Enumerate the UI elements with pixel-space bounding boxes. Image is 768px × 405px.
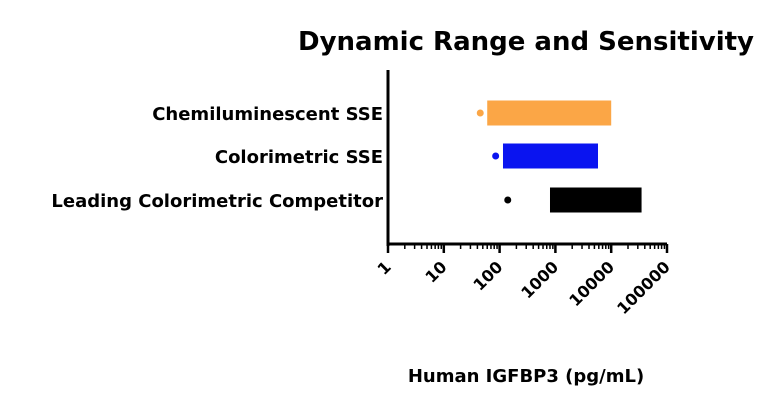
range-bar [549,187,642,213]
range-bar [502,143,598,169]
chart-title: Dynamic Range and Sensitivity [298,27,754,57]
sensitivity-point [504,196,512,204]
sensitivity-point [476,109,484,117]
category-labels: Chemiluminescent SSE Colorimetric SSE Le… [51,104,383,212]
x-tick-label: 100 [469,257,506,294]
category-label-colorimetric: Colorimetric SSE [215,147,383,168]
category-label-chemiluminescent: Chemiluminescent SSE [152,104,383,125]
sensitivity-point [492,152,500,160]
x-tick-label: 10 [421,257,450,286]
x-tick-label: 100000 [613,257,674,318]
x-tick-label: 1000 [517,257,562,302]
range-bars [487,100,642,213]
category-label-competitor: Leading Colorimetric Competitor [51,191,383,212]
x-axis-label: Human IGFBP3 (pg/mL) [408,366,644,387]
range-bar [487,100,612,126]
x-minor-ticks [404,244,666,249]
sensitivity-points [476,109,512,204]
x-major-ticks [386,244,669,253]
x-tick-label: 1 [374,257,395,278]
x-tick-label: 10000 [565,257,618,310]
